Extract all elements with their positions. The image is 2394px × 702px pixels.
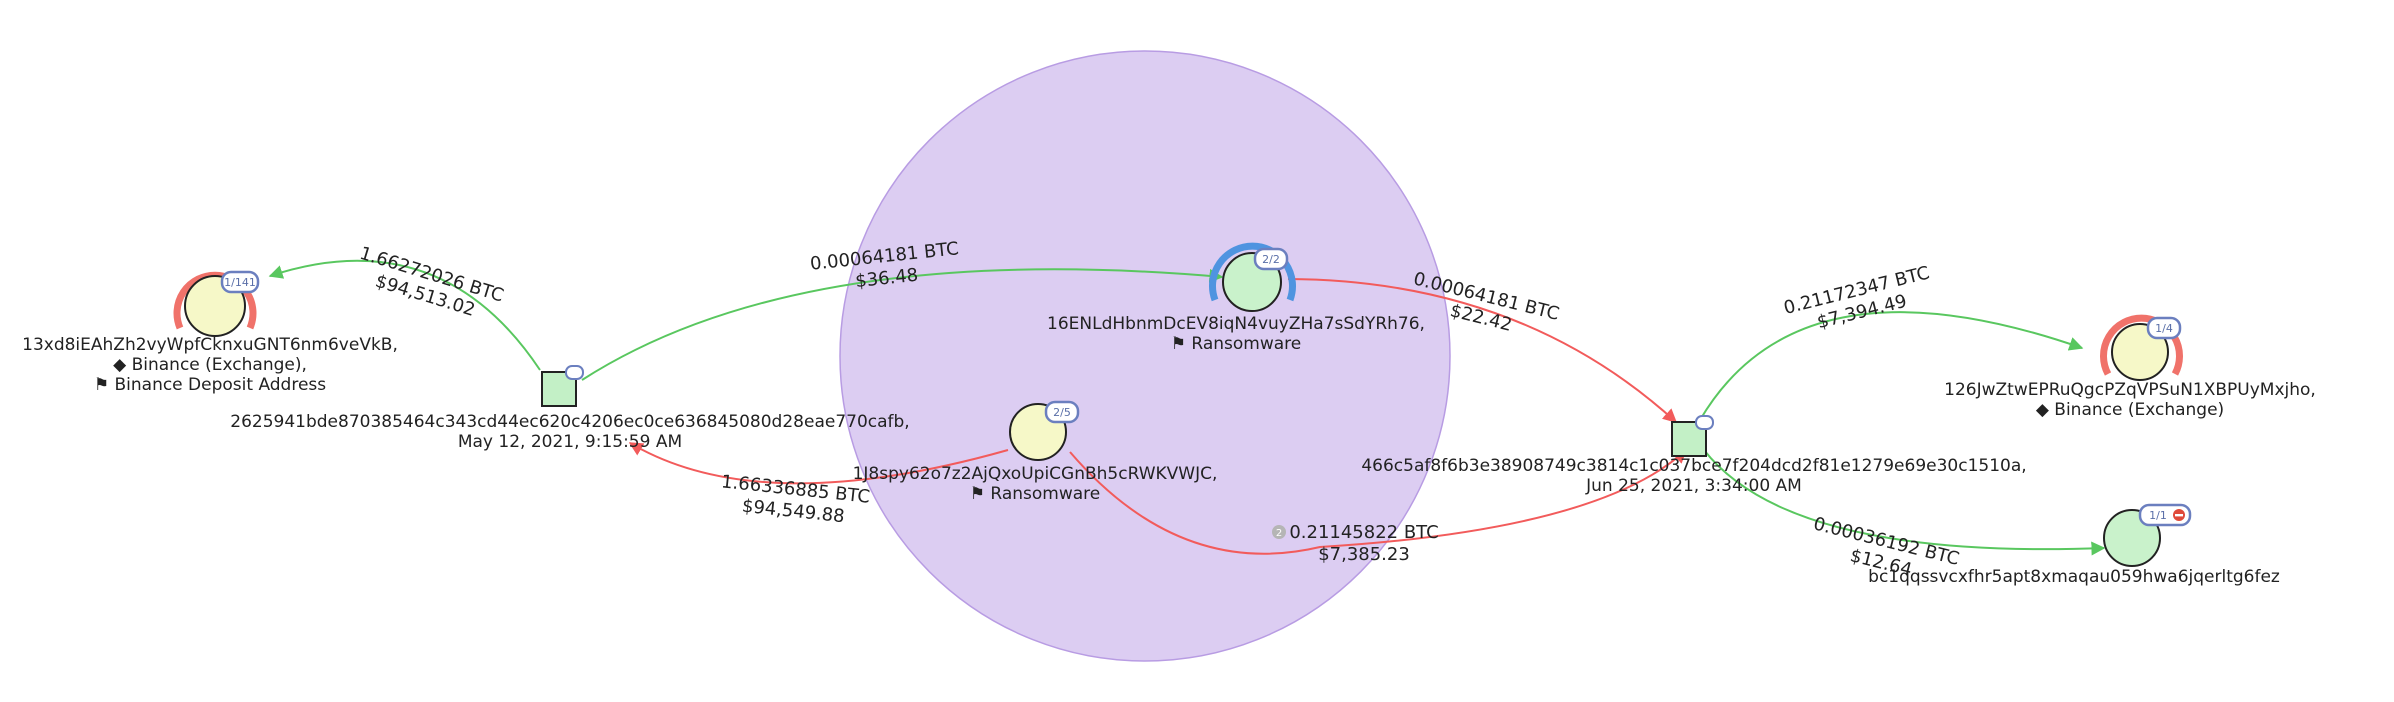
node-count-label: 2/2 (1262, 253, 1280, 266)
edge-a2-to-t2[interactable] (1287, 278, 1678, 423)
transaction-node-t2[interactable]: 466c5af8f6b3e38908749c3814c1c037bce7f204… (1361, 415, 2027, 496)
node-count-badge[interactable] (1253, 247, 1289, 271)
node-count-badge[interactable] (1044, 400, 1080, 424)
tag-label: ⚑ Binance Deposit Address (94, 375, 326, 395)
address-node-a4[interactable]: 1/4 126JwZtwEPRuQgcPZqVPSuN1XBPUyMxjho, … (1944, 314, 2316, 420)
node-count-label: 2/5 (1053, 406, 1071, 419)
node-count-label: 1/141 (224, 276, 256, 289)
entity-label: ◆ Binance (Exchange), (113, 355, 307, 375)
transaction-hash-label: 466c5af8f6b3e38908749c3814c1c037bce7f204… (1361, 456, 2026, 476)
address-node-a2[interactable]: 2/2 16ENLdHbnmDcEV8iqN4vuyZHa7sSdYRh76, … (1047, 242, 1425, 354)
node-count-badge[interactable] (565, 365, 584, 380)
edge-t2-to-a5[interactable] (1703, 449, 2106, 556)
edge-label-e5: 2 0.21145822 BTC $7,385.23 (1272, 522, 1439, 565)
tag-label: ⚑ Ransomware (1171, 334, 1302, 354)
edges (268, 259, 2106, 556)
transaction-square[interactable] (541, 371, 577, 407)
edge-usd-label: $7,385.23 (1318, 544, 1410, 565)
address-label: 126JwZtwEPRuQgcPZqVPSuN1XBPUyMxjho, (1944, 380, 2316, 400)
cluster-ring-icon (1209, 242, 1296, 302)
edge-label-e3: 1.66336885 BTC $94,549.88 (720, 471, 871, 527)
edge-btc-label: 0.21145822 BTC (1289, 522, 1438, 543)
address-label: 16ENLdHbnmDcEV8iqN4vuyZHa7sSdYRh76, (1047, 314, 1425, 334)
address-label: bc1qqssvcxfhr5apt8xmaqau059hwa6jqerltg6f… (1868, 567, 2280, 587)
entity-label: ◆ Binance (Exchange) (2036, 400, 2224, 420)
edge-t1-to-a2[interactable] (581, 268, 1224, 381)
transaction-time-label: Jun 25, 2021, 3:34:00 AM (1585, 476, 1802, 496)
exchange-ring-icon (2100, 314, 2183, 376)
blocked-icon-bar (2175, 514, 2183, 517)
node-count-badge[interactable] (2146, 316, 2182, 340)
tag-label: ⚑ Ransomware (970, 484, 1101, 504)
node-count-badge[interactable] (220, 270, 260, 294)
node-count-label: 1/4 (2155, 322, 2173, 335)
address-node-a1[interactable]: 1/141 13xd8iEAhZh2vyWpfCknxuGNT6nm6veVkB… (22, 270, 398, 395)
transaction-node-t1[interactable]: 2625941bde870385464c343cd44ec620c4206ec0… (230, 365, 910, 452)
node-count-label: 1/1 (2149, 509, 2167, 522)
ransomware-cluster[interactable] (839, 50, 1451, 662)
edge-t1-to-a1[interactable] (268, 259, 541, 371)
edge-label-e1: 1.66272026 BTC $94,513.02 (357, 243, 506, 321)
edge-t2-to-a4[interactable] (1699, 311, 2084, 421)
address-node-a5[interactable]: 1/1 bc1qqssvcxfhr5apt8xmaqau059hwa6jqerl… (1868, 503, 2280, 587)
transaction-time-label: May 12, 2021, 9:15:59 AM (458, 432, 682, 452)
address-node-a3[interactable]: 2/5 1J8spy62o7z2AjQxoUpiCGnBh5cRWKVWJC, … (853, 400, 1218, 504)
address-label: 13xd8iEAhZh2vyWpfCknxuGNT6nm6veVkB, (22, 335, 398, 355)
address-nodes: 1/141 13xd8iEAhZh2vyWpfCknxuGNT6nm6veVkB… (22, 242, 2316, 587)
edge-count-label: 2 (1276, 528, 1282, 539)
transaction-nodes: 2625941bde870385464c343cd44ec620c4206ec0… (230, 365, 2027, 496)
edge-count-badge (1272, 525, 1286, 539)
edge-a3-to-t2[interactable] (1069, 449, 1688, 555)
edge-a3-to-t1[interactable] (628, 442, 1009, 485)
transaction-hash-label: 2625941bde870385464c343cd44ec620c4206ec0… (230, 412, 909, 432)
node-count-badge[interactable] (1695, 415, 1714, 430)
address-label: 1J8spy62o7z2AjQxoUpiCGnBh5cRWKVWJC, (853, 464, 1218, 484)
